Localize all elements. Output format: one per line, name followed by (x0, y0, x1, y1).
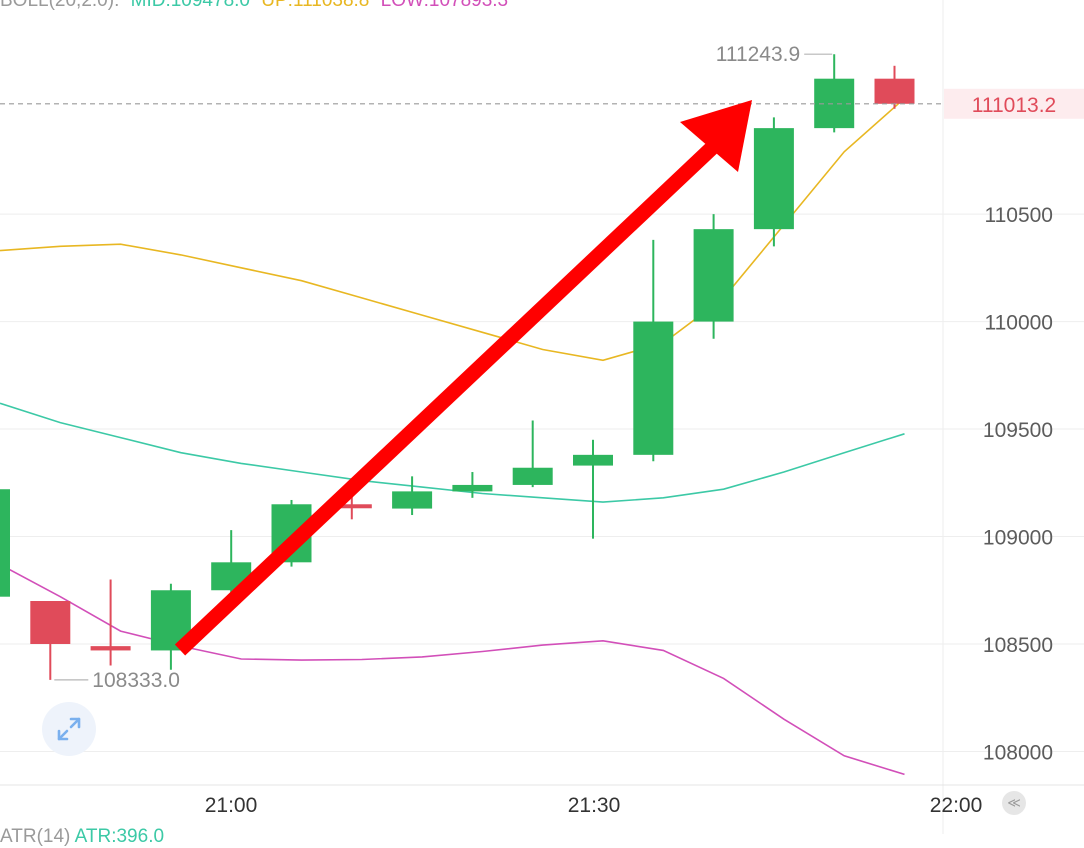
candle (90, 579, 131, 666)
mid-band-line (0, 402, 905, 503)
y-tick-label: 109000 (983, 527, 1053, 550)
boll-low-value: LOW:107893.3 (381, 0, 508, 10)
candle (452, 472, 493, 498)
candle-body (874, 78, 915, 104)
expand-icon (57, 717, 81, 741)
current-price-label: 111013.2 (972, 94, 1056, 117)
price-markers: 111013.2 111243.9 108333.0 (0, 43, 1084, 692)
candle-body (573, 454, 613, 466)
candle-body (90, 646, 131, 651)
candle (633, 239, 674, 462)
candle-body (512, 467, 553, 485)
scroll-to-latest-button[interactable]: ≪ (1002, 791, 1026, 815)
x-tick-label: 21:30 (568, 794, 621, 817)
max-marker-label: 111243.9 (716, 43, 800, 66)
candle (30, 601, 71, 680)
candle-body (693, 229, 734, 322)
y-tick-label: 110000 (984, 312, 1053, 335)
candle (0, 489, 10, 597)
candle (693, 214, 734, 339)
candle-body (30, 601, 71, 644)
candle (753, 117, 794, 247)
candle-body (0, 489, 10, 597)
double-chevron-left-icon: ≪ (1007, 795, 1021, 811)
candle-body (753, 128, 794, 230)
candle (150, 583, 191, 670)
bollinger-bands (0, 97, 906, 776)
y-tick-label: 109500 (983, 419, 1053, 442)
trend-arrow (174, 100, 752, 656)
candle-body (452, 484, 493, 492)
candle-body (331, 504, 372, 509)
atr-indicator-header: ATR(14) ATR:396.0 (0, 826, 165, 847)
candles (0, 54, 915, 680)
trend-arrow-head (680, 100, 752, 172)
atr-label: ATR(14) (0, 826, 71, 847)
current-price-tag (944, 88, 1084, 119)
candle (512, 420, 553, 488)
x-tick-label: 22:00 (930, 794, 983, 817)
fullscreen-button[interactable] (42, 702, 96, 756)
atr-value: ATR:396.0 (74, 826, 165, 847)
trend-arrow-shaft (174, 139, 721, 656)
candle (814, 54, 855, 133)
candle (573, 439, 613, 539)
upper-band-line (0, 97, 906, 362)
min-marker-label: 108333.0 (92, 669, 180, 692)
candle (874, 65, 915, 109)
x-axis: 21:00 21:30 22:00 (205, 794, 983, 817)
y-axis: 108000 108500 109000 109500 110000 110500 (983, 204, 1053, 764)
x-tick-label: 21:00 (205, 794, 258, 817)
y-tick-label: 108500 (983, 634, 1053, 657)
candle (392, 476, 433, 516)
y-tick-label: 110500 (984, 204, 1053, 227)
y-tick-label: 108000 (983, 741, 1053, 764)
candle-body (633, 321, 674, 455)
boll-indicator-header: BOLL(20,2.0): MID:109478.0 UP:111038.8 L… (0, 0, 514, 10)
boll-label: BOLL(20,2.0): (0, 0, 119, 10)
candle-body (392, 491, 433, 509)
lower-band-line (0, 563, 905, 776)
boll-mid-value: MID:109478.0 (131, 0, 250, 10)
boll-up-value: UP:111038.8 (261, 0, 369, 10)
